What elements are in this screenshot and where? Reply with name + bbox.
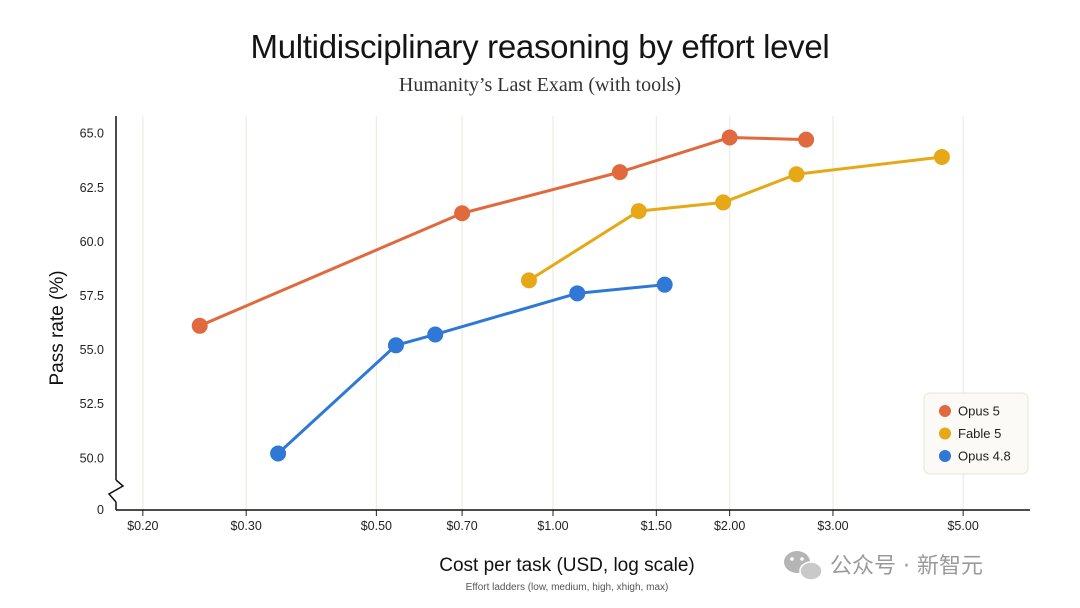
x-axis-note: Effort ladders (low, medium, high, xhigh… <box>466 582 669 593</box>
axes <box>107 116 1030 516</box>
data-point <box>270 445 287 462</box>
data-point <box>656 276 673 293</box>
y-tick-label: 62.5 <box>80 181 104 195</box>
data-point <box>611 164 628 181</box>
y-tick-label: 57.5 <box>80 289 104 303</box>
x-tick-label: $1.50 <box>641 519 672 533</box>
y-tick-label: 55.0 <box>80 343 104 357</box>
x-tick-label: $5.00 <box>947 519 978 533</box>
x-tick-label: $0.30 <box>231 519 262 533</box>
chart-subtitle: Humanity’s Last Exam (with tools) <box>399 74 681 96</box>
legend: Opus 5 Fable 5 Opus 4.8 <box>923 392 1029 475</box>
y-axis-label: Pass rate (%) <box>47 270 68 385</box>
watermark-text: 公众号 · 新智元 <box>830 554 983 579</box>
y-axis-break <box>107 479 125 503</box>
series-line <box>277 283 665 455</box>
legend-marker <box>939 405 951 417</box>
wechat-icon <box>784 551 823 581</box>
y-tick-label: 52.5 <box>80 397 104 411</box>
chart-title: Multidisciplinary reasoning by effort le… <box>251 28 830 65</box>
legend-label: Opus 4.8 <box>958 449 1011 464</box>
watermark: 公众号 · 新智元 <box>784 551 983 581</box>
x-tick-label: $2.00 <box>714 519 745 533</box>
data-point <box>721 129 738 146</box>
data-point <box>630 203 647 220</box>
x-tick-label: $0.70 <box>446 519 477 533</box>
series-opus-4-8 <box>270 276 673 462</box>
grid-lines <box>142 116 964 510</box>
data-point <box>715 194 732 211</box>
y-tick-label: 50.0 <box>80 451 104 465</box>
series-opus-5 <box>191 129 815 334</box>
legend-marker <box>939 427 951 440</box>
legend-marker <box>939 450 951 462</box>
y-tick-label-zero: 0 <box>97 503 104 517</box>
data-point <box>798 131 815 148</box>
data-point <box>191 317 208 334</box>
x-tick-label: $1.00 <box>537 519 568 533</box>
y-tick-label: 60.0 <box>80 235 104 249</box>
data-point <box>569 285 586 302</box>
y-tick-label: 65.0 <box>80 127 104 141</box>
x-tick-label: $3.00 <box>817 519 848 533</box>
legend-label: Opus 5 <box>958 404 1000 419</box>
data-point <box>933 148 950 165</box>
series-layer <box>191 129 950 462</box>
series-line <box>528 155 943 282</box>
tick-labels: $0.20 $0.30 $0.50 $0.70 $1.00 $1.50 $2.00 $3.00… <box>80 127 979 533</box>
data-point <box>427 326 444 343</box>
series-line <box>199 135 807 328</box>
x-tick-label: $0.20 <box>127 519 158 533</box>
data-point <box>520 272 537 289</box>
x-tick-label: $0.50 <box>361 519 392 533</box>
data-point <box>454 205 471 222</box>
legend-label: Fable 5 <box>958 426 1001 441</box>
data-point <box>387 337 404 354</box>
series-fable-5 <box>520 148 950 289</box>
data-point <box>788 166 805 183</box>
x-axis-label: Cost per task (USD, log scale) <box>439 555 695 576</box>
